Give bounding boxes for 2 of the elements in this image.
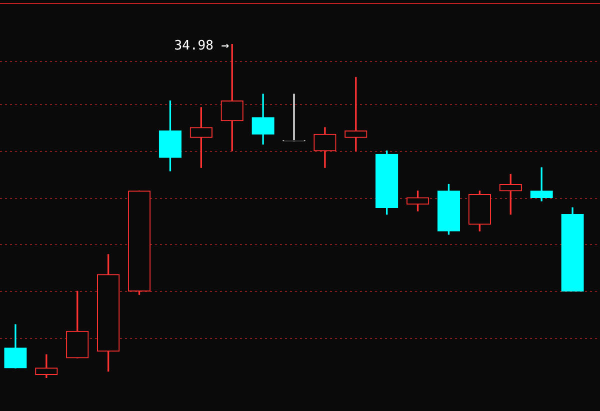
candlestick bbox=[530, 167, 553, 202]
annotation: 34.98 → bbox=[174, 38, 230, 54]
